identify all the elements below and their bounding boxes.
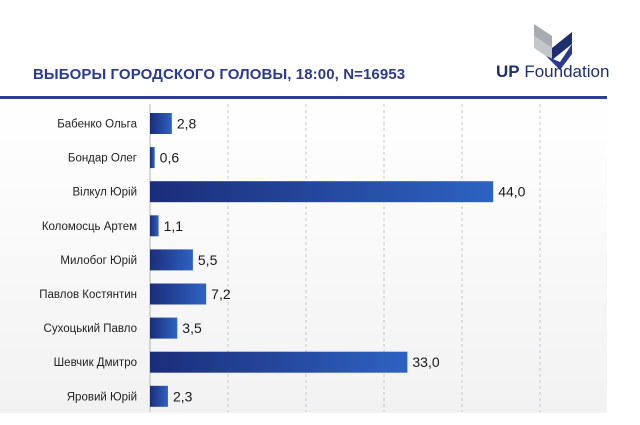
value-label: 5,5 — [198, 252, 218, 268]
category-label: Шевчик Дмитро — [54, 357, 137, 369]
category-label: Вілкул Юрій — [73, 187, 138, 199]
bar — [150, 283, 207, 305]
category-label: Коломосць Артем — [42, 221, 137, 233]
category-label: Бабенко Ольга — [57, 119, 137, 131]
value-label: 33,0 — [412, 354, 439, 370]
category-label: Бондар Олег — [68, 153, 137, 165]
value-label: 1,1 — [164, 218, 184, 234]
bar — [150, 147, 155, 169]
bar — [150, 181, 494, 203]
bar — [150, 385, 168, 407]
value-label: 2,3 — [173, 388, 193, 404]
bar — [150, 317, 178, 339]
up-foundation-logo-icon — [534, 24, 572, 70]
bar — [150, 215, 159, 237]
chart-title: ВЫБОРЫ ГОРОДСКОГО ГОЛОВЫ, 18:00, N=16953 — [33, 66, 406, 83]
logo-wordmark: UP Foundation — [496, 62, 609, 82]
header-divider — [0, 96, 607, 99]
value-label: 7,2 — [211, 286, 231, 302]
logo-foundation-text: Foundation — [519, 62, 610, 81]
category-label: Милобог Юрій — [60, 255, 137, 267]
value-label: 44,0 — [498, 184, 525, 200]
bar — [150, 249, 193, 271]
category-label: Павлов Костянтин — [39, 289, 137, 301]
bar — [150, 351, 408, 373]
category-label: Сухоцький Павло — [44, 323, 137, 335]
value-label: 3,5 — [182, 320, 202, 336]
bar — [150, 113, 172, 134]
value-label: 0,6 — [160, 150, 180, 166]
value-label: 2,8 — [177, 116, 197, 132]
category-label: Яровий Юрій — [67, 391, 137, 403]
logo-up-text: UP — [496, 62, 520, 81]
